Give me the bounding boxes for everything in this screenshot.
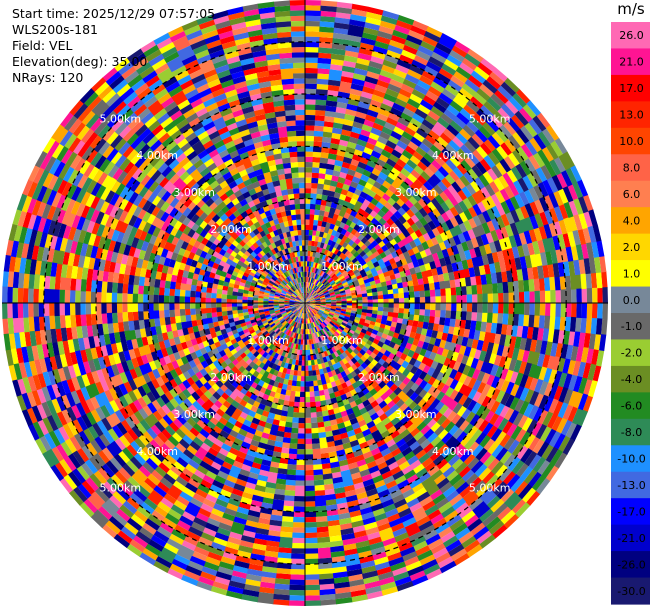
colorbar-tick-label: -2.0 [621, 347, 642, 360]
colorbar-tick-label: -1.0 [621, 320, 642, 333]
colorbar-tick-label: 0.0 [623, 294, 641, 307]
velocity-bin-layer [18, 32, 593, 601]
colorbar-tick-label: -17.0 [617, 505, 645, 518]
velocity-bin-layer [7, 0, 592, 592]
colorbar-swatch [611, 471, 650, 499]
colorbar-swatch [611, 233, 650, 261]
colorbar-swatch [611, 286, 650, 314]
range-ring-label: 5.00km [100, 482, 142, 495]
range-ring-label: 2.00km [358, 371, 400, 384]
colorbar-tick-label: -6.0 [621, 400, 642, 413]
colorbar-swatch [611, 207, 650, 235]
range-ring-label: 4.00km [432, 445, 474, 458]
range-ring-label: 4.00km [136, 445, 178, 458]
range-ring-label: 1.00km [321, 260, 363, 273]
velocity-field [2, 0, 609, 606]
colorbar-tick-label: 4.0 [623, 214, 641, 227]
colorbar-swatch [611, 180, 650, 208]
range-ring-label: 3.00km [395, 186, 437, 199]
range-ring-label: 3.00km [173, 186, 215, 199]
elevation-text: Elevation(deg): 35.00 [12, 54, 148, 69]
colorbar-tick-label: -4.0 [621, 373, 642, 386]
velocity-bin-layer [2, 15, 607, 594]
colorbar-unit-label: m/s [617, 0, 645, 18]
colorbar-tick-label: -21.0 [617, 532, 645, 545]
velocity-bin-layer [47, 5, 609, 601]
colorbar-tick-label: 1.0 [623, 267, 641, 280]
range-ring-label: 2.00km [210, 371, 252, 384]
range-ring-label: 2.00km [358, 223, 400, 236]
colorbar-tick-label: 13.0 [619, 109, 644, 122]
velocity-bin-layer [22, 19, 608, 606]
range-ring-label: 3.00km [173, 408, 215, 421]
colorbar-swatch [611, 127, 650, 155]
ppi-plot: 1.00km 1.00km 1.00km 1.00km 2.00km 2.00km 2.00… [2, 0, 609, 606]
colorbar-tick-label: -30.0 [617, 585, 645, 598]
colorbar-swatch [611, 74, 650, 102]
colorbar-tick-label: -13.0 [617, 479, 645, 492]
velocity-bin-layer [7, 1, 593, 600]
colorbar-tick-label: -26.0 [617, 558, 645, 571]
colorbar-swatch [611, 418, 650, 446]
velocity-bin-layer [12, 10, 603, 598]
colorbar-tick-label: 10.0 [619, 135, 644, 148]
colorbar-tick-label: 8.0 [623, 162, 641, 175]
range-ring-label: 4.00km [432, 149, 474, 162]
colorbar-swatch [611, 577, 650, 605]
colorbar-swatch [611, 339, 650, 367]
colorbar-tick-label: 6.0 [623, 188, 641, 201]
range-ring-label: 2.00km [210, 223, 252, 236]
range-ring-label: 5.00km [469, 482, 511, 495]
nrays-text: NRays: 120 [12, 70, 84, 85]
colorbar-swatch [611, 551, 650, 579]
colorbar-swatch [611, 498, 650, 526]
range-rings [2, 0, 608, 606]
range-ring-label: 5.00km [469, 112, 511, 125]
range-ring-label: 1.00km [247, 334, 289, 347]
colorbar-swatch [611, 445, 650, 473]
colorbar-swatch [611, 48, 650, 76]
colorbar-swatch [611, 524, 650, 552]
colorbar-swatch [611, 392, 650, 420]
colorbar-tick-label: -8.0 [621, 426, 642, 439]
range-ring-label: 1.00km [321, 334, 363, 347]
velocity-bin-layer [5, 10, 597, 585]
range-ring-label: 1.00km [247, 260, 289, 273]
range-ring-label: 4.00km [136, 149, 178, 162]
range-ring-labels: 1.00km 1.00km 1.00km 1.00km 2.00km 2.00km 2.00… [100, 112, 511, 494]
start-time-text: Start time: 2025/12/29 07:57:05 [12, 6, 216, 21]
colorbar-swatch [611, 260, 650, 288]
colorbar-swatch [611, 22, 650, 50]
colorbar-swatch [611, 365, 650, 393]
colorbar-tick-label: 17.0 [619, 82, 644, 95]
field-text: Field: VEL [12, 38, 73, 53]
colorbar-tick-label: -10.0 [617, 453, 645, 466]
info-block: Start time: 2025/12/29 07:57:05 WLS200s-… [12, 6, 215, 86]
colorbar-swatch [611, 313, 650, 341]
colorbar-tick-label: 21.0 [619, 56, 644, 69]
site-name-text: WLS200s-181 [12, 22, 98, 37]
colorbar-swatch [611, 154, 650, 182]
range-ring-label: 3.00km [395, 408, 437, 421]
colorbar-swatch [611, 101, 650, 129]
range-ring-label: 5.00km [100, 112, 142, 125]
colorbar-tick-label: 26.0 [619, 29, 644, 42]
colorbar-tick-label: 2.0 [623, 241, 641, 254]
